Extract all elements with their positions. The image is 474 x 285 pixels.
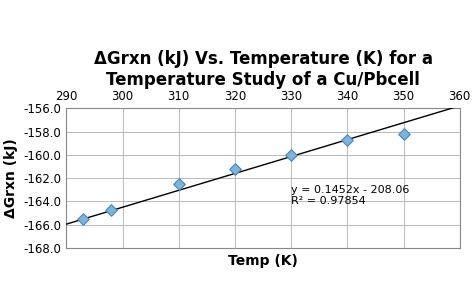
Y-axis label: ΔGrxn (kJ): ΔGrxn (kJ) [4, 138, 18, 218]
Point [231, 166, 239, 171]
X-axis label: Temp (K): Temp (K) [228, 253, 298, 268]
Point [287, 152, 295, 157]
Point [344, 137, 351, 142]
Point [80, 217, 87, 221]
Point [400, 132, 407, 136]
Text: y = 0.1452x - 208.06
R² = 0.97854: y = 0.1452x - 208.06 R² = 0.97854 [291, 185, 410, 206]
Point [108, 207, 115, 212]
Title: ΔGrxn (kJ) Vs. Temperature (K) for a
Temperature Study of a Cu/Pbcell: ΔGrxn (kJ) Vs. Temperature (K) for a Tem… [93, 50, 433, 89]
Point [175, 182, 182, 186]
